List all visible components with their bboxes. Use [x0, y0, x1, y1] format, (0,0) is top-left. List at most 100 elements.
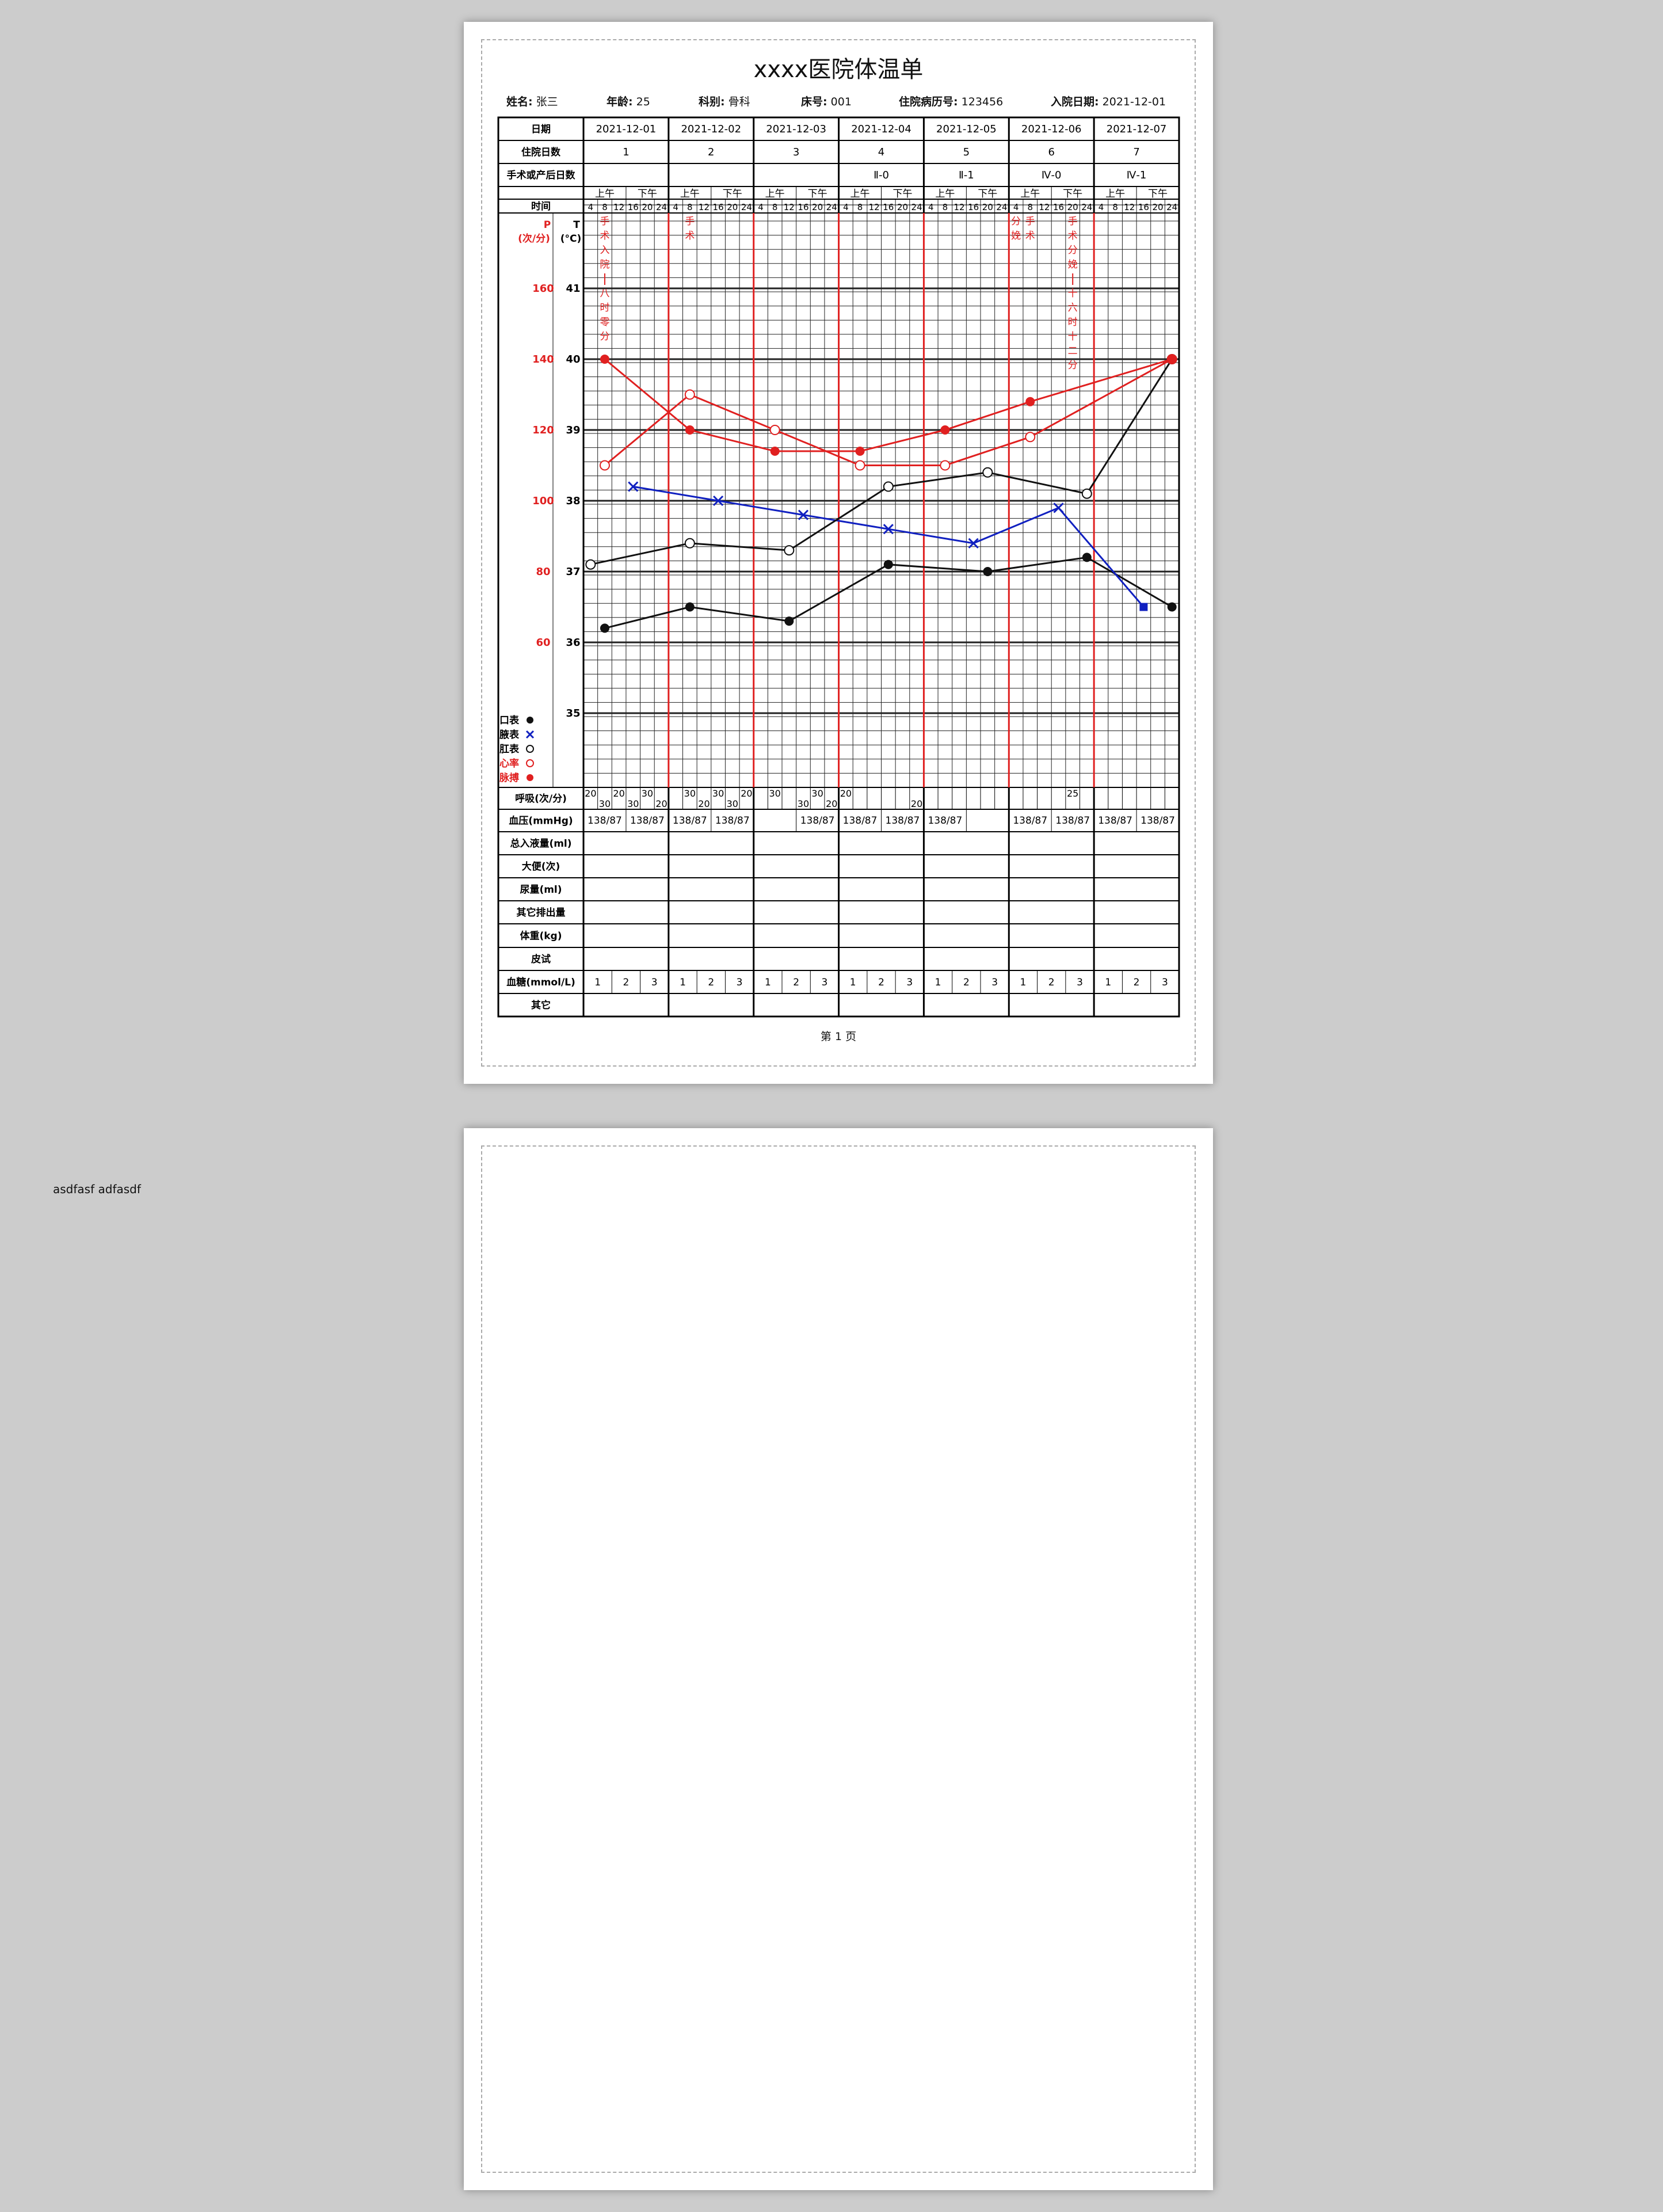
glucose-slot: 2	[1134, 977, 1140, 988]
info-name: 姓名: 张三	[506, 96, 558, 108]
page-border	[481, 1145, 1196, 2173]
resp-value: 30	[727, 798, 738, 809]
annotation-char: 分	[1068, 245, 1078, 256]
bp-value: 138/87	[1098, 815, 1132, 827]
other-row-label: 其它	[531, 999, 551, 1011]
hour-label: 8	[772, 202, 778, 212]
data-point	[1025, 432, 1036, 443]
annotation-char: 时	[600, 302, 609, 314]
bp-value: 138/87	[673, 815, 707, 827]
legend-marker	[525, 730, 535, 739]
annotation-char: 八	[600, 288, 609, 299]
data-point	[769, 425, 780, 435]
hour-label: 12	[613, 202, 624, 212]
time-row-label: 时间	[531, 200, 551, 212]
resp-value: 20	[698, 798, 710, 809]
temp-axis-unit: (°C)	[560, 233, 582, 245]
annotation-char: 术	[1068, 230, 1078, 242]
data-point	[855, 446, 865, 456]
am-label: 上午	[850, 188, 870, 200]
glucose-slot: 3	[1077, 977, 1083, 988]
annotation-char: 零	[600, 317, 609, 328]
pulse-tick-label: 160	[532, 283, 554, 295]
glucose-slot: 3	[991, 977, 998, 988]
pulse-tick-label: 100	[532, 495, 554, 507]
pm-label: 下午	[638, 188, 657, 200]
data-point	[685, 602, 695, 612]
annotation-char: 手	[600, 216, 609, 227]
legend-label: 肛表	[499, 743, 520, 755]
resp-value: 30	[599, 798, 611, 809]
glucose-slot: 2	[623, 977, 630, 988]
hour-label: 8	[1027, 202, 1033, 212]
hour-label: 24	[996, 202, 1007, 212]
glucose-slot: 1	[1105, 977, 1111, 988]
glucose-row-label: 血糖(mmol/L)	[506, 976, 575, 988]
bp-row-label: 血压(mmHg)	[509, 815, 573, 827]
data-point	[883, 559, 893, 569]
glucose-slot: 2	[793, 977, 799, 988]
hour-label: 4	[928, 202, 934, 212]
glucose-slot: 1	[935, 977, 941, 988]
annotation-char: 二	[1068, 345, 1078, 357]
hour-label: 20	[642, 202, 653, 212]
hour-label: 20	[812, 202, 823, 212]
hospital-day-row-label: 住院日数	[521, 146, 561, 158]
weight-row-label: 体重(kg)	[520, 930, 562, 942]
post-op-day-cell: Ⅳ-1	[1127, 169, 1147, 181]
resp-value: 30	[712, 788, 724, 799]
info-record-number: 住院病历号: 123456	[899, 96, 1004, 108]
bp-value: 138/87	[1141, 815, 1175, 827]
post-op-day-cell: Ⅳ-0	[1042, 169, 1062, 181]
glucose-slot: 3	[906, 977, 913, 988]
legend-marker	[527, 774, 533, 781]
data-point	[684, 538, 695, 549]
glucose-slot: 1	[765, 977, 771, 988]
hour-label: 16	[968, 202, 979, 212]
temp-tick-label: 37	[566, 566, 580, 578]
resp-value: 20	[655, 798, 667, 809]
glucose-slot: 1	[850, 977, 856, 988]
hour-label: 16	[883, 202, 894, 212]
temp-tick-label: 36	[566, 637, 580, 649]
data-point	[599, 460, 610, 471]
hour-label: 20	[727, 202, 738, 212]
skin-test-row-label: 皮试	[531, 953, 551, 965]
post-op-day-cell: Ⅱ-1	[959, 169, 974, 181]
legend-label: 脉搏	[499, 772, 519, 784]
annotation-char: 十	[1068, 331, 1078, 342]
glucose-slot: 3	[737, 977, 743, 988]
pm-label: 下午	[723, 188, 742, 200]
data-point	[600, 355, 609, 364]
hour-label: 12	[953, 202, 964, 212]
bp-value: 138/87	[715, 815, 750, 827]
post-op-day-cell: Ⅱ-0	[874, 169, 889, 181]
resp-value: 20	[741, 788, 752, 799]
hour-label: 16	[713, 202, 724, 212]
pulse-tick-label: 60	[536, 637, 550, 649]
page-footer: 第 1 页	[820, 1030, 857, 1043]
legend-marker	[526, 745, 534, 753]
bp-value: 138/87	[843, 815, 878, 827]
data-point	[982, 467, 993, 478]
bp-value: 138/87	[588, 815, 622, 827]
hour-label: 24	[1166, 202, 1177, 212]
resp-value: 20	[826, 798, 837, 809]
data-point	[940, 460, 951, 471]
legend-marker	[527, 717, 533, 724]
pulse-axis-head: P	[544, 219, 551, 231]
urine-row-label: 尿量(ml)	[520, 884, 562, 896]
data-point	[1167, 602, 1177, 612]
data-point	[1053, 502, 1064, 513]
am-label: 上午	[1105, 188, 1125, 200]
legend-marker	[526, 759, 534, 767]
hour-label: 8	[687, 202, 693, 212]
data-point	[628, 481, 639, 492]
hour-label: 4	[758, 202, 764, 212]
glucose-slot: 2	[708, 977, 714, 988]
info-admission-date: 入院日期: 2021-12-01	[1051, 96, 1166, 108]
hour-label: 4	[588, 202, 594, 212]
resp-value: 25	[1067, 788, 1078, 799]
resp-value: 20	[840, 788, 852, 799]
annotation-char: 娩	[1068, 259, 1078, 271]
